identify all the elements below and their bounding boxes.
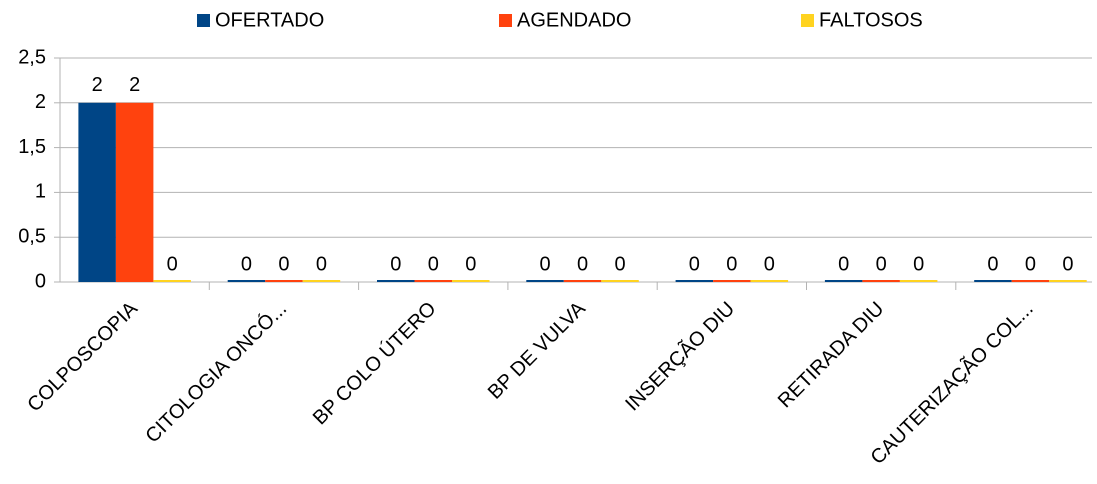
bar: [227, 280, 266, 282]
legend-swatch: [801, 14, 814, 27]
x-tick-label: RETIRADA DIU: [774, 298, 889, 413]
bar: [526, 280, 564, 282]
bar: [153, 280, 191, 282]
data-label: 2: [129, 74, 140, 96]
bar: [601, 280, 639, 282]
data-label: 0: [390, 253, 401, 275]
legend-swatch: [197, 14, 210, 27]
data-label: 0: [726, 253, 737, 275]
data-label: 0: [764, 253, 775, 275]
legend-label: FALTOSOS: [819, 9, 923, 31]
legend-label: AGENDADO: [517, 9, 631, 31]
x-tick-label: BP DE VULVA: [484, 297, 590, 403]
legend-swatch: [499, 14, 512, 27]
data-label: 0: [987, 253, 998, 275]
bar: [265, 280, 303, 282]
data-label: 2: [92, 74, 103, 96]
data-label: 0: [465, 253, 476, 275]
data-label: 0: [689, 253, 700, 275]
data-label: 0: [838, 253, 849, 275]
data-label: 0: [876, 253, 887, 275]
y-tick-label: 2: [35, 91, 46, 113]
bar: [750, 280, 789, 282]
data-label: 0: [241, 253, 252, 275]
data-label: 0: [913, 253, 924, 275]
bar: [713, 280, 751, 282]
bar: [1049, 280, 1087, 282]
y-tick-label: 2,5: [18, 46, 46, 68]
bar: [78, 102, 116, 282]
bar: [302, 280, 341, 282]
bar: [824, 280, 863, 282]
data-label: 0: [316, 253, 327, 275]
bar: [563, 280, 602, 282]
bar: [675, 280, 714, 282]
y-tick-label: 0: [35, 270, 46, 292]
y-tick-label: 1: [35, 181, 46, 203]
y-tick-label: 1,5: [18, 136, 46, 158]
bar: [414, 280, 452, 282]
x-tick-label: BP COLO ÚTERO: [308, 297, 440, 429]
data-label: 0: [577, 253, 588, 275]
bar: [1011, 280, 1050, 282]
x-tick-label: INSERÇÃO DIU: [620, 296, 739, 415]
data-label: 0: [614, 253, 625, 275]
bar: [452, 280, 490, 282]
legend-label: OFERTADO: [215, 9, 324, 31]
y-tick-label: 0,5: [18, 225, 46, 247]
data-label: 0: [1062, 253, 1073, 275]
data-label: 0: [278, 253, 289, 275]
data-label: 0: [167, 253, 178, 275]
data-label: 0: [428, 253, 439, 275]
bar: [899, 280, 938, 282]
bar: [377, 280, 415, 282]
data-label: 0: [1025, 253, 1036, 275]
bar: [862, 280, 900, 282]
data-label: 0: [539, 253, 550, 275]
bar: [115, 102, 154, 282]
bar: [974, 280, 1012, 282]
x-tick-label: CITOLOGIA ONCÓ...: [141, 297, 291, 447]
x-tick-label: CAUTERIZAÇÃO COL...: [865, 296, 1038, 469]
x-tick-label: COLPOSCOPIA: [23, 297, 142, 416]
